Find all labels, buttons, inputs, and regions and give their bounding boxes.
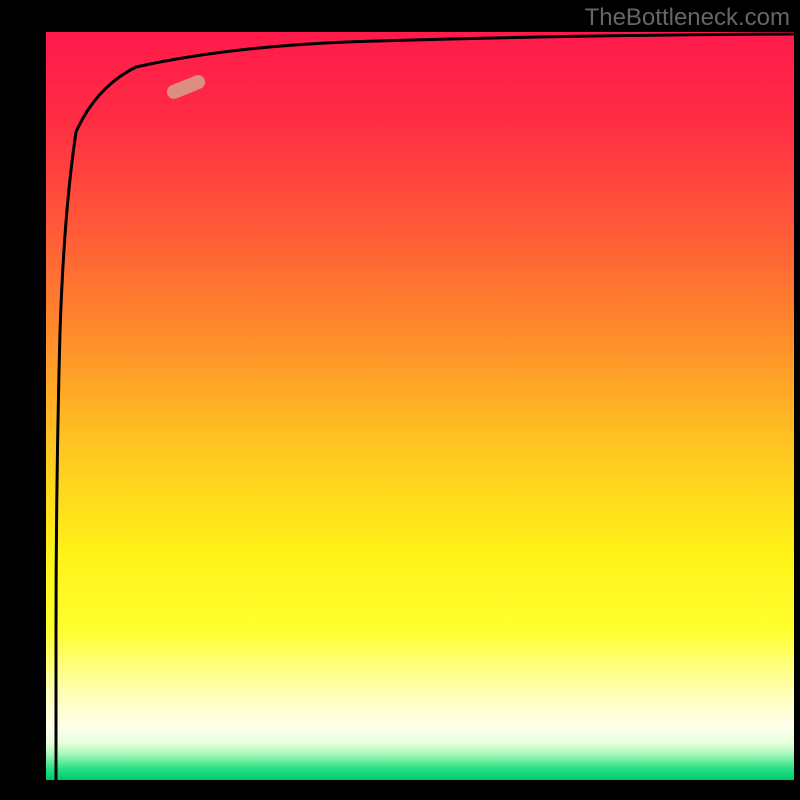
chart-frame: TheBottleneck.com — [0, 0, 800, 800]
plot-area — [46, 32, 794, 780]
bottleneck-curve — [56, 34, 794, 780]
curve-layer — [46, 32, 794, 780]
watermark-label: TheBottleneck.com — [585, 4, 790, 32]
